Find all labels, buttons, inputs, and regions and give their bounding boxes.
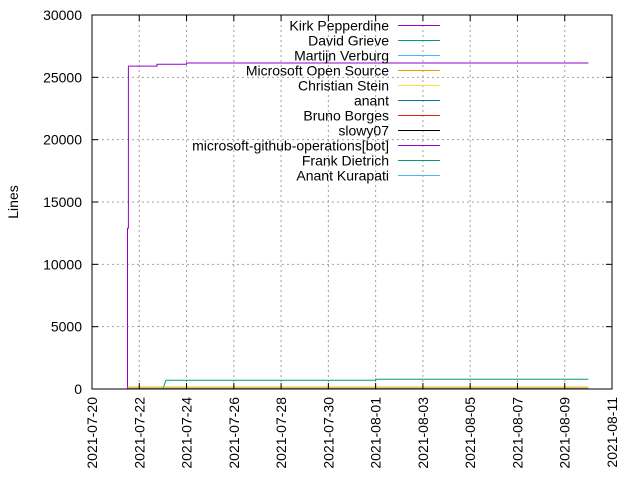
x-tick-label: 2021-08-09	[557, 397, 573, 469]
series-line	[127, 62, 589, 389]
y-tick-label: 10000	[43, 256, 82, 272]
legend-label: Martijn Verburg	[294, 48, 389, 64]
legend-label: Kirk Pepperdine	[289, 18, 389, 34]
x-tick-label: 2021-08-11	[604, 397, 620, 468]
y-tick-label: 30000	[43, 7, 82, 23]
x-tick-label: 2021-08-01	[368, 397, 384, 469]
x-tick-label: 2021-07-28	[273, 397, 289, 469]
legend-label: Christian Stein	[298, 78, 389, 94]
legend-label: anant	[354, 93, 389, 109]
x-axis: 2021-07-20 2021-07-22 2021-07-24 2021-07-26…	[84, 15, 620, 469]
x-tick-label: 2021-08-03	[415, 397, 431, 469]
legend-label: slowy07	[338, 123, 389, 139]
y-tick-label: 5000	[51, 319, 82, 335]
legend-label: Bruno Borges	[303, 108, 389, 124]
y-tick-label: 15000	[43, 194, 82, 210]
y-tick-label: 25000	[43, 69, 82, 85]
y-tick-label: 0	[74, 381, 82, 397]
x-tick-label: 2021-07-30	[320, 397, 336, 469]
x-tick-label: 2021-08-05	[462, 397, 478, 469]
x-tick-label: 2021-08-07	[509, 397, 525, 469]
y-tick-label: 20000	[43, 132, 82, 148]
x-tick-label: 2021-07-22	[131, 397, 147, 469]
legend-label: David Grieve	[308, 33, 389, 49]
y-axis: 0 5000 10000 15000 20000 25000 30000	[43, 7, 612, 397]
gridlines	[92, 15, 612, 389]
legend-label: Microsoft Open Source	[246, 63, 389, 79]
legend-label: Frank Dietrich	[302, 153, 389, 169]
y-axis-label: Lines	[5, 185, 21, 218]
x-tick-label: 2021-07-20	[84, 397, 100, 469]
legend-label: microsoft-github-operations[bot]	[192, 138, 389, 154]
x-tick-label: 2021-07-26	[226, 397, 242, 469]
legend-label: Anant Kurapati	[296, 168, 389, 184]
x-tick-label: 2021-07-24	[179, 397, 195, 469]
